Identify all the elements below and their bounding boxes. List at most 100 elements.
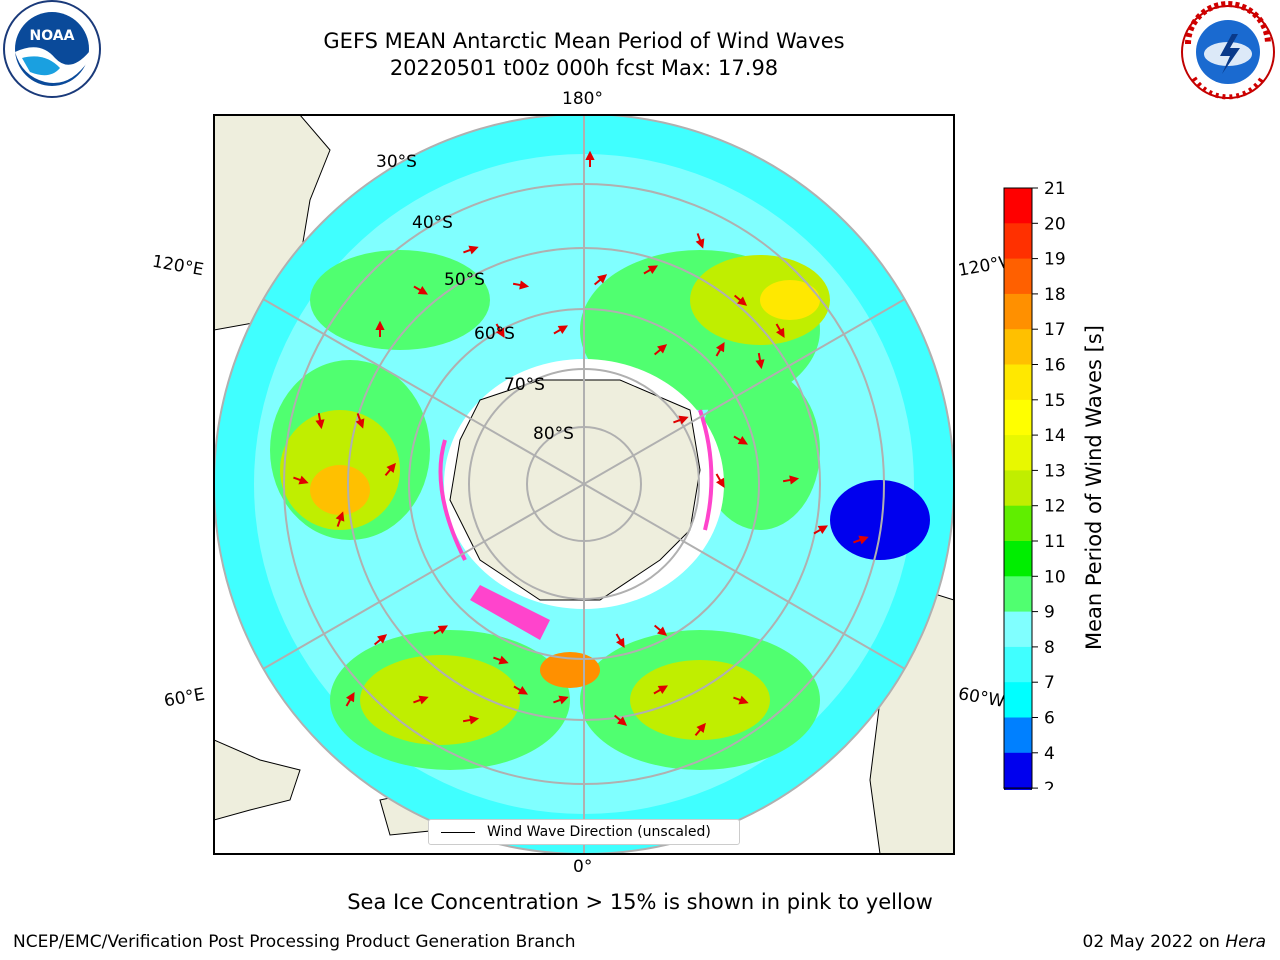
australia-land <box>214 115 331 331</box>
colorbar-tick-label: 2 <box>1044 779 1055 790</box>
colorbar-tick-label: 9 <box>1044 603 1055 623</box>
colorbar-tick-label: 18 <box>1044 285 1066 305</box>
footer-left: NCEP/EMC/Verification Post Processing Pr… <box>13 932 576 952</box>
lon-label-top: 180° <box>562 89 603 109</box>
wave-direction-arrow <box>653 344 668 356</box>
wave-direction-arrow <box>413 285 428 295</box>
wave-direction-arrow <box>782 475 800 485</box>
colorbar-segment <box>1004 752 1032 789</box>
wave-direction-arrow <box>293 475 309 485</box>
wave-direction-arrow <box>384 462 396 477</box>
wave-direction-arrow <box>715 342 725 357</box>
plot-title: GEFS MEAN Antarctic Mean Period of Wind … <box>323 29 845 53</box>
wave-direction-arrow <box>673 415 689 425</box>
colorbar-tick-label: 10 <box>1044 567 1066 587</box>
wave-direction-arrow <box>694 722 706 737</box>
colorbar-segment <box>1004 399 1032 436</box>
wave-direction-arrow <box>593 274 608 286</box>
colorbar-tick-label: 11 <box>1044 532 1066 552</box>
footer-right: 02 May 2022 on Hera <box>1082 932 1267 952</box>
colorbar-segment <box>1004 435 1032 471</box>
footer-host: Hera <box>1225 932 1266 952</box>
wave-direction-arrow <box>653 624 668 636</box>
wave-direction-arrow <box>433 625 448 635</box>
colorbar-tick-label: 8 <box>1044 638 1055 658</box>
lat-label-50s: 50°S <box>444 270 485 290</box>
wave-direction-arrow <box>553 325 568 335</box>
plot-subtitle: 20220501 t00z 000h fcst Max: 17.98 <box>389 56 779 80</box>
colorbar-tick-label: 14 <box>1044 426 1066 446</box>
wave-direction-arrow <box>733 294 748 306</box>
legend-label: Wind Wave Direction (unscaled) <box>487 824 711 840</box>
colorbar-segment <box>1004 329 1032 365</box>
colorbar-tick-label: 19 <box>1044 250 1066 270</box>
colorbar-segment <box>1004 717 1032 754</box>
wave-direction-arrow <box>715 473 725 488</box>
wave-direction-arrow <box>512 280 530 290</box>
wave-direction-arrow <box>733 435 748 445</box>
colorbar-tick-label: 13 <box>1044 461 1066 481</box>
colorbar-segment <box>1004 505 1032 542</box>
wave-direction-arrow <box>585 150 595 167</box>
colorbar-tick-label: 7 <box>1044 673 1055 693</box>
noaa-logo-text: NOAA <box>30 28 75 44</box>
noaa-logo: NOAA <box>3 0 101 98</box>
wave-direction-arrow <box>813 525 828 535</box>
colorbar-tick-label: 16 <box>1044 356 1066 376</box>
nws-logo <box>1181 1 1275 100</box>
colorbar-segment <box>1004 470 1032 507</box>
wave-direction-arrow <box>315 412 325 430</box>
wave-direction-arrow <box>513 685 528 695</box>
lat-label-70s: 70°S <box>504 375 545 395</box>
colorbar-segment <box>1004 682 1032 718</box>
wave-direction-arrow <box>335 511 345 527</box>
wave-direction-arrow <box>373 634 388 646</box>
wave-direction-arrow <box>493 655 509 665</box>
wave-direction-arrow <box>643 265 658 275</box>
colorbar-tick-label: 4 <box>1044 744 1055 764</box>
madagascar-land <box>214 739 301 821</box>
colorbar-segment <box>1004 646 1032 683</box>
lon-label-bottom: 0° <box>573 857 593 877</box>
colorbar-tick-label: 20 <box>1044 214 1066 234</box>
wave-direction-arrow <box>375 320 385 337</box>
colorbar-label: Mean Period of Wind Waves [s] <box>1082 325 1106 650</box>
colorbar-segment <box>1004 223 1032 260</box>
wave-direction-arrow <box>755 352 765 370</box>
colorbar-segment <box>1004 541 1032 577</box>
wave-direction-arrow <box>853 535 869 545</box>
wind-wave-arrows <box>293 150 869 737</box>
colorbar-segment <box>1004 188 1032 224</box>
map-legend: Wind Wave Direction (unscaled) <box>428 819 740 845</box>
wave-direction-arrow <box>462 715 480 725</box>
colorbar-tick-label: 15 <box>1044 391 1066 411</box>
wave-direction-arrow <box>615 633 625 648</box>
colorbar-tick-label: 21 <box>1044 180 1066 199</box>
colorbar-segment <box>1004 258 1032 295</box>
wave-direction-arrow <box>553 695 569 705</box>
legend-line-swatch <box>441 831 475 833</box>
wave-direction-arrow <box>495 323 505 338</box>
colorbar-segment <box>1004 293 1032 330</box>
wave-direction-arrow <box>463 245 479 255</box>
colorbar-segment <box>1004 364 1032 401</box>
colorbar: 21 20 19 18 17 16 15 14 13 12 11 10 9 8 7 6 4 2 <box>1003 180 1066 790</box>
wave-direction-arrow <box>345 692 355 707</box>
wave-direction-arrow <box>695 233 705 249</box>
lat-label-40s: 40°S <box>412 213 453 233</box>
wave-direction-arrow <box>613 714 628 726</box>
colorbar-tick-label: 17 <box>1044 320 1066 340</box>
caption: Sea Ice Concentration > 15% is shown in … <box>347 890 933 914</box>
wave-direction-arrow <box>413 695 429 705</box>
wave-direction-arrow <box>653 685 668 695</box>
wave-direction-arrow <box>733 695 749 705</box>
sea-ice-weddell <box>470 585 550 640</box>
map-panel <box>213 114 955 855</box>
graticule <box>214 115 954 854</box>
lat-label-80s: 80°S <box>533 424 574 444</box>
map-frame <box>213 114 955 855</box>
wave-direction-arrow <box>355 413 365 429</box>
sea-ice-edge <box>438 409 714 561</box>
colorbar-segment <box>1004 576 1032 613</box>
lat-label-30s: 30°S <box>376 152 417 172</box>
